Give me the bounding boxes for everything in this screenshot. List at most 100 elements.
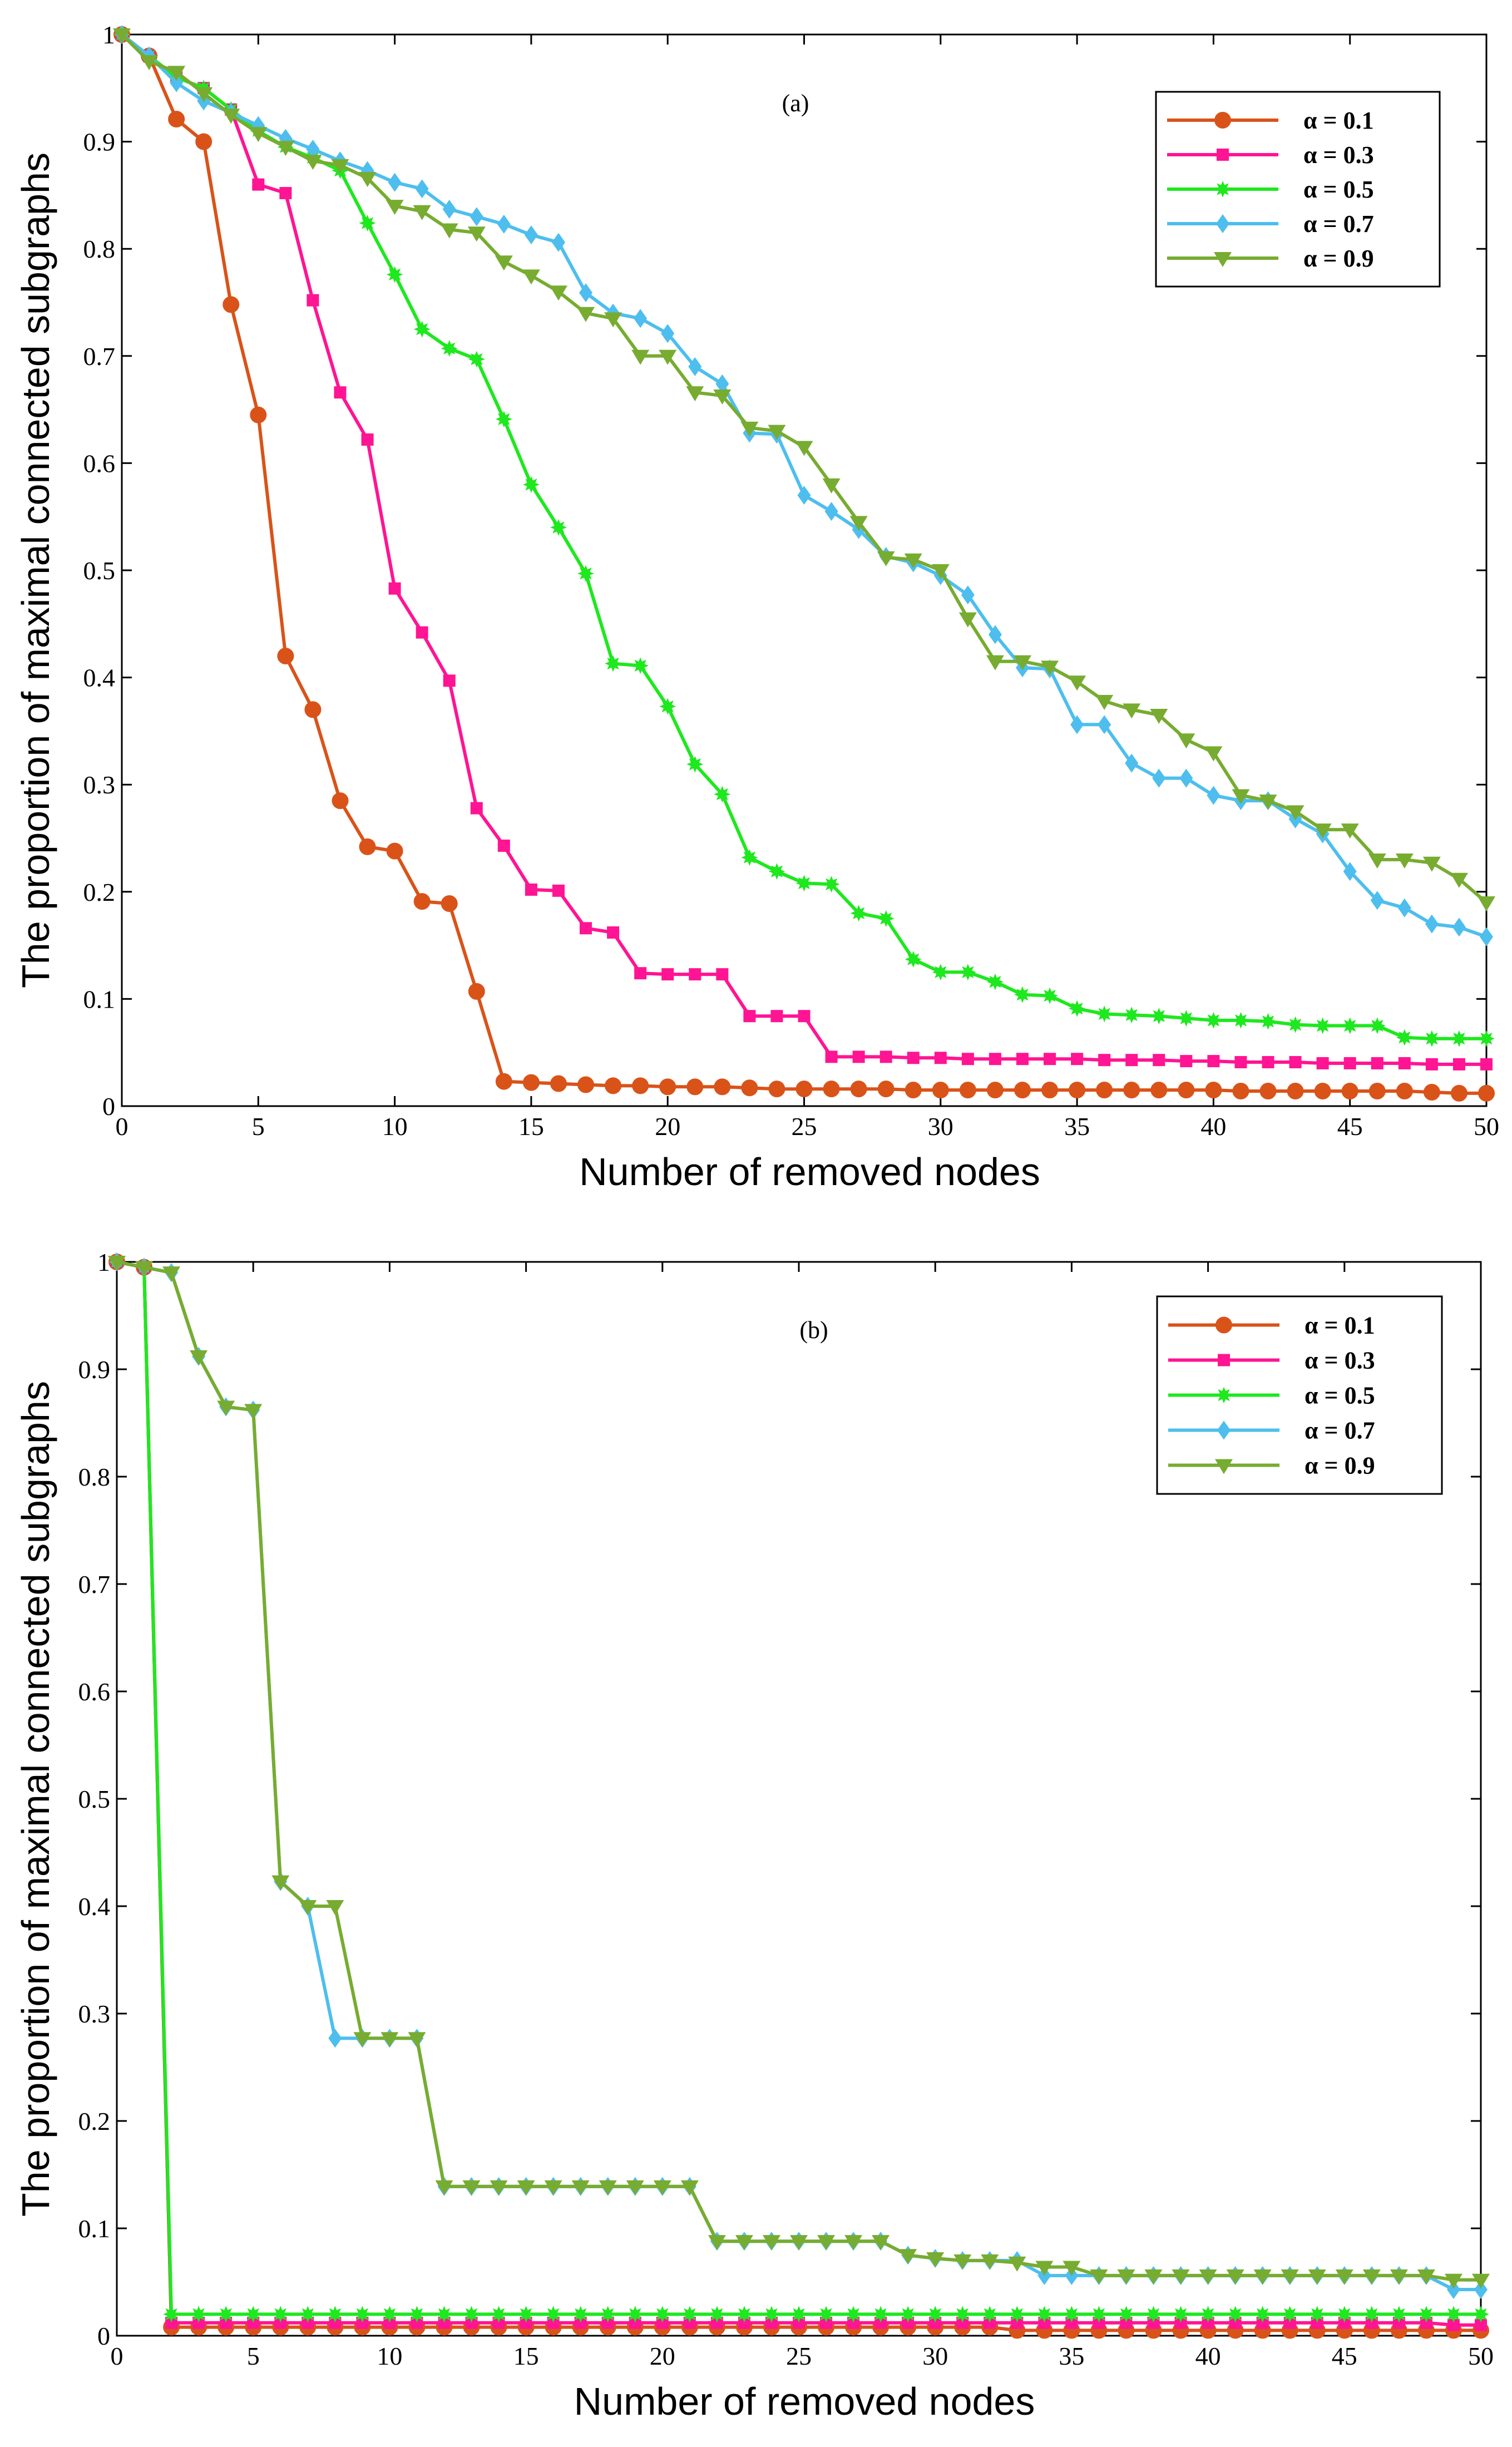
data-point <box>1120 2316 1133 2329</box>
series-markers-alpha-0.3 <box>116 28 1493 1070</box>
data-point <box>790 2306 807 2323</box>
series-markers-alpha-0.1 <box>113 26 1495 1102</box>
data-point <box>710 2316 723 2329</box>
data-point <box>1262 1056 1274 1069</box>
data-point <box>1093 2316 1105 2329</box>
data-point <box>984 2316 996 2329</box>
data-point <box>572 2306 589 2323</box>
y-tick-label: 0.1 <box>83 985 116 1013</box>
data-point <box>1041 987 1058 1004</box>
data-point <box>1287 1016 1304 1033</box>
data-point <box>1229 2316 1242 2329</box>
data-point <box>463 2306 480 2323</box>
data-point <box>1177 733 1195 749</box>
data-point <box>852 1050 865 1063</box>
data-point <box>626 2306 644 2323</box>
legend-label: α = 0.7 <box>1305 1417 1375 1444</box>
data-point <box>1253 2269 1272 2285</box>
data-point <box>490 2180 508 2196</box>
data-point <box>1313 823 1332 839</box>
legend-label: α = 0.5 <box>1305 1382 1375 1409</box>
x-tick-label: 0 <box>116 1112 129 1141</box>
data-point <box>440 223 458 239</box>
data-point <box>388 582 401 595</box>
data-point <box>1475 2318 1487 2331</box>
data-point <box>192 2316 205 2329</box>
data-point <box>1343 1057 1356 1069</box>
data-point <box>435 2180 453 2196</box>
data-point <box>1152 768 1166 788</box>
y-tick-label: 0.4 <box>78 1892 111 1921</box>
data-point <box>1341 1083 1358 1100</box>
data-point <box>1123 703 1141 719</box>
data-point <box>823 876 840 893</box>
x-tick-label: 5 <box>247 2342 260 2370</box>
data-point <box>1044 1053 1056 1065</box>
data-point <box>824 502 838 521</box>
data-point <box>961 1053 974 1065</box>
data-point <box>629 2316 641 2329</box>
data-point <box>304 155 322 170</box>
chart-panel-a: 0 5 10 15 20 25 30 35 40 45 50 0 0.1 0.2 0.3 0.4 0.5 0.6 0… <box>14 21 1499 1193</box>
data-point <box>1417 2269 1435 2285</box>
data-point <box>465 2316 478 2329</box>
data-point <box>388 172 402 192</box>
data-point <box>926 2252 945 2268</box>
data-point <box>765 2316 778 2329</box>
data-point <box>683 2316 696 2329</box>
data-point <box>953 2254 972 2270</box>
data-point <box>218 2306 235 2323</box>
data-point <box>714 786 731 803</box>
data-point <box>525 883 537 896</box>
data-point <box>170 73 184 92</box>
data-point <box>986 1082 1004 1099</box>
data-point <box>195 133 213 150</box>
data-point <box>797 486 811 505</box>
legend-swatch-marker <box>1217 1420 1231 1440</box>
data-point <box>795 441 813 456</box>
data-point <box>981 2306 999 2323</box>
data-point <box>495 411 512 428</box>
data-point <box>1444 2273 1462 2289</box>
data-point <box>1095 694 1114 710</box>
data-point <box>408 2032 426 2048</box>
x-tick-label: 30 <box>922 2342 948 2370</box>
data-point <box>195 87 213 102</box>
data-point <box>247 2316 260 2329</box>
legend-label: α = 0.1 <box>1305 1312 1375 1339</box>
data-point <box>632 657 649 674</box>
data-point <box>544 2180 562 2196</box>
data-point <box>1068 675 1086 691</box>
data-point <box>1445 2306 1462 2323</box>
legend-label: α = 0.3 <box>1303 141 1374 169</box>
data-point <box>1480 927 1493 946</box>
data-point <box>522 269 540 285</box>
data-point <box>328 2029 342 2048</box>
data-point <box>659 349 677 365</box>
x-axis-title: Number of removed nodes <box>574 2380 1035 2423</box>
data-point <box>680 2180 699 2196</box>
data-point <box>1096 1082 1113 1099</box>
data-point <box>1153 1054 1165 1067</box>
data-point <box>359 215 376 231</box>
data-point <box>271 1875 290 1891</box>
data-point <box>1204 746 1223 762</box>
data-point <box>1452 917 1466 937</box>
data-point <box>272 2306 289 2323</box>
data-point <box>1472 2273 1490 2289</box>
data-point <box>954 2306 971 2323</box>
data-point <box>361 433 374 446</box>
data-point <box>140 55 159 71</box>
data-point <box>1232 789 1250 805</box>
data-point <box>579 283 593 303</box>
data-point <box>495 1073 512 1090</box>
data-point <box>411 2316 423 2329</box>
data-point <box>599 2180 617 2196</box>
data-point <box>1207 786 1221 805</box>
data-point <box>577 565 594 582</box>
data-point <box>223 296 240 313</box>
x-axis-title: Number of removed nodes <box>579 1150 1040 1193</box>
data-point <box>735 2235 753 2251</box>
data-point <box>877 551 895 566</box>
data-point <box>872 2235 890 2251</box>
